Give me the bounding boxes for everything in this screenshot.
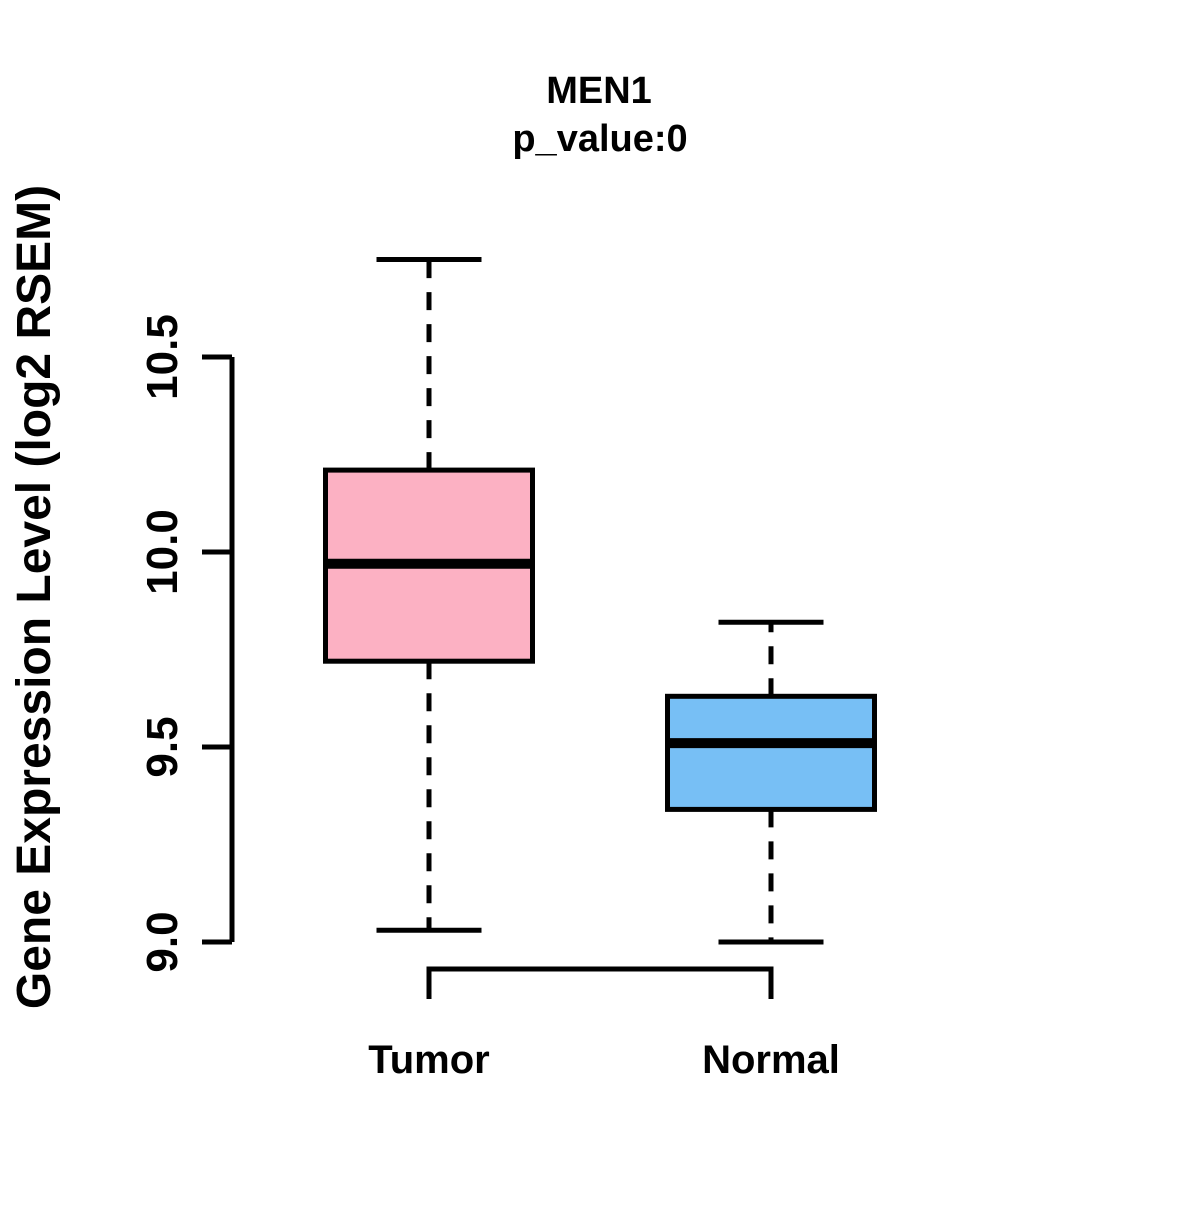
x-axis-bracket — [426, 966, 774, 999]
category-label-normal: Normal — [702, 1038, 840, 1082]
x-axis: Tumor Normal — [368, 966, 840, 1082]
y-axis-tick-label: 10.5 — [138, 314, 187, 400]
y-axis-tick-label: 9.0 — [138, 911, 187, 972]
normal-box — [665, 693, 877, 812]
chart-title: MEN1 — [546, 70, 652, 112]
tumor-boxplot — [323, 257, 535, 933]
y-axis-tick-label: 10.0 — [138, 509, 187, 595]
box-group — [323, 257, 877, 945]
category-label-tumor: Tumor — [368, 1038, 489, 1082]
y-axis: 9.0 9.5 10.0 10.5 — [138, 314, 235, 973]
normal-boxplot — [665, 619, 877, 945]
y-axis-tick-label: 9.5 — [138, 716, 187, 777]
chart-subtitle: p_value:0 — [512, 118, 687, 160]
y-axis-title: Gene Expression Level (log2 RSEM) — [8, 185, 61, 1009]
